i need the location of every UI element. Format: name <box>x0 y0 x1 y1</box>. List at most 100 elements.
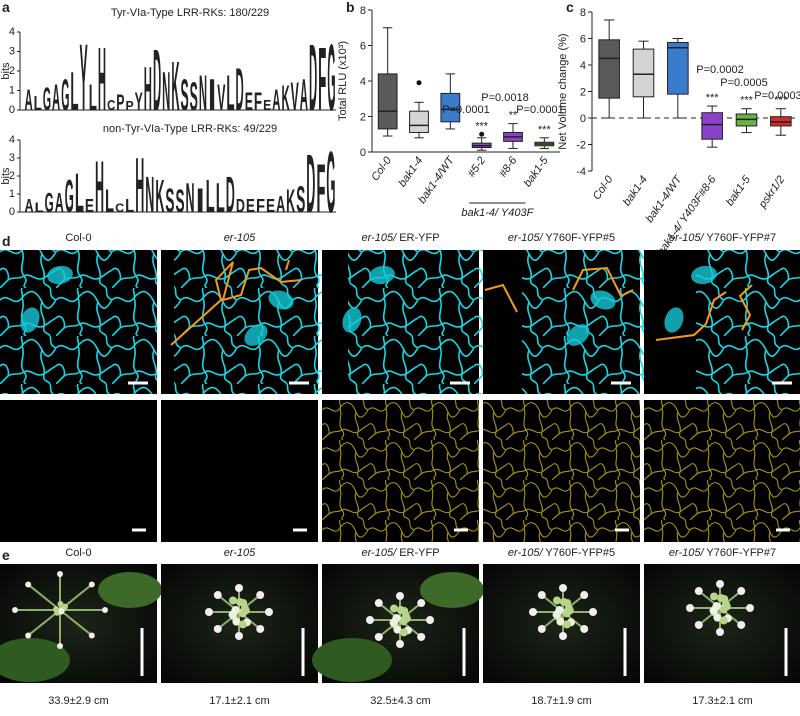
logo-letter: N <box>145 166 154 223</box>
box <box>598 39 620 99</box>
bud <box>722 602 731 611</box>
flower <box>374 632 383 641</box>
flower <box>265 608 273 616</box>
flower <box>256 624 265 633</box>
significance: *** <box>774 95 788 107</box>
flower <box>417 599 426 608</box>
logo-letter: G <box>43 82 51 118</box>
p-value: P=0.0002 <box>696 64 743 76</box>
logo-letter: D <box>306 136 315 230</box>
logo-tick-label: 1 <box>9 85 15 97</box>
y-axis-title: Net Volume change (%) <box>557 33 569 149</box>
logo-letter: S <box>175 184 184 220</box>
bud <box>239 598 248 607</box>
yfp-outlines <box>322 400 479 542</box>
logo-letter: F <box>316 151 325 228</box>
bud <box>720 594 729 603</box>
flower <box>716 628 724 636</box>
logo-letter: L <box>34 93 42 115</box>
flower <box>559 632 567 640</box>
flower <box>366 616 374 624</box>
stomata <box>244 324 268 346</box>
column-label: Col-0 <box>65 547 91 559</box>
flower <box>537 624 546 633</box>
flower <box>374 599 383 608</box>
logo-letter: L <box>89 76 97 118</box>
cell-outlines <box>174 250 331 394</box>
logo-tick-label: 2 <box>9 65 15 77</box>
height-caption: 33.9±2.9 cm <box>48 695 108 707</box>
stomata <box>342 307 362 333</box>
logo-tick-label: 0 <box>9 206 15 218</box>
height-caption: 17.1±2.1 cm <box>209 695 269 707</box>
logo-letter: L <box>35 200 45 215</box>
flower <box>686 604 694 612</box>
column-label: er-105/ Y760F-YFP#7 <box>669 547 776 559</box>
flower <box>396 640 404 648</box>
flower <box>57 643 63 649</box>
flower <box>25 632 32 639</box>
flower <box>213 591 222 600</box>
bud <box>563 598 572 607</box>
height-caption: 32.5±4.3 cm <box>370 695 430 707</box>
logo-letter: A <box>52 76 60 118</box>
flower <box>737 620 746 629</box>
leaf <box>0 638 70 682</box>
genotype: er-105/ <box>508 547 544 559</box>
logo-letter: Y <box>135 89 143 116</box>
construct: Y760F-YFP#5 <box>545 232 615 244</box>
genotype: Col-0 <box>65 547 91 559</box>
genotype: er-105 <box>224 547 256 559</box>
genotype: er-105/ <box>508 232 544 244</box>
p-value: P=0.0018 <box>481 92 528 104</box>
genotype: Col-0 <box>65 232 91 244</box>
flower <box>694 587 703 596</box>
logo-letter: N <box>199 64 207 121</box>
x-tick-label: Col-0 <box>369 154 394 183</box>
logo-letter: L <box>216 176 225 221</box>
y-tick-label: 6 <box>580 34 586 46</box>
x-tick-label: bak1-4/ Y403F#8-6 <box>655 173 719 258</box>
logo-tick-label: 4 <box>9 134 15 146</box>
logo-letter: P <box>116 90 124 115</box>
logo-letter: A <box>272 83 280 116</box>
logo-letter: S <box>190 76 198 120</box>
logo-letter: V <box>217 76 225 118</box>
logo-letter: G <box>61 69 69 120</box>
logo-letter: N <box>162 61 170 122</box>
p-value: P=0.0001 <box>516 104 563 116</box>
flower <box>102 607 108 613</box>
flower <box>580 591 589 600</box>
logo-letter: E <box>85 196 94 217</box>
bud <box>712 601 721 610</box>
panel-label: e <box>2 547 10 563</box>
p-value: P=0.0001 <box>442 104 489 116</box>
logo-letter: S <box>165 182 174 220</box>
column-label: er-105/ Y760F-YFP#5 <box>508 547 615 559</box>
logo-letter: E <box>266 196 275 217</box>
y-tick-label: 4 <box>360 76 366 88</box>
construct: ER-YFP <box>399 547 439 559</box>
logo-letter: C <box>107 96 116 113</box>
logo-letter: F <box>254 89 262 116</box>
x-tick-label: #5-2 <box>466 155 488 180</box>
logo-letter: K <box>286 184 295 220</box>
genotype: er-105/ <box>361 547 397 559</box>
logo-tick-label: 4 <box>9 26 15 38</box>
logo-letter: F <box>318 29 326 130</box>
logo-letter: G <box>65 172 74 223</box>
logo-letter: H <box>95 146 104 229</box>
column-label: er-105 <box>224 547 256 559</box>
y-tick-label: 2 <box>580 87 586 99</box>
logo-letter: D <box>226 166 235 223</box>
bud <box>555 605 564 614</box>
micrograph <box>161 400 318 542</box>
logo-letter: D <box>236 196 245 217</box>
logo-letter: H <box>135 141 144 229</box>
construct: Y760F-YFP#7 <box>706 547 776 559</box>
bud <box>231 605 240 614</box>
flower <box>737 587 746 596</box>
logo-letter: V <box>291 76 299 120</box>
bud <box>232 617 241 626</box>
group-label: bak1-4/ Y403F <box>461 207 534 219</box>
